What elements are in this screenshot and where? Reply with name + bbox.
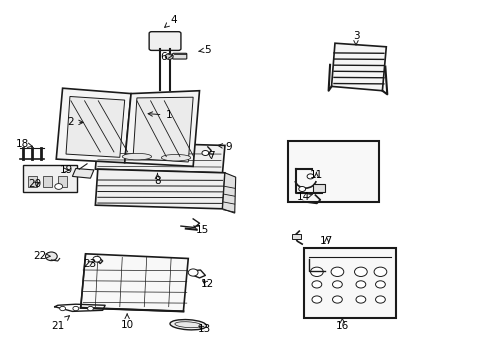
Bar (287, 141, 379, 202)
Text: 17: 17 (319, 236, 333, 246)
Circle shape (330, 267, 343, 276)
Ellipse shape (122, 153, 151, 160)
Bar (312, 184, 325, 192)
Circle shape (332, 296, 342, 303)
Polygon shape (66, 96, 124, 157)
Text: 23: 23 (82, 258, 96, 269)
Bar (43, 176, 52, 187)
Text: 18: 18 (16, 139, 32, 149)
Text: 6: 6 (160, 51, 173, 62)
Polygon shape (81, 254, 188, 311)
Circle shape (355, 296, 365, 303)
Circle shape (165, 54, 173, 59)
Text: 20: 20 (29, 179, 41, 189)
Bar (23, 165, 77, 192)
Bar (292, 234, 301, 239)
Text: 13: 13 (197, 324, 211, 334)
Circle shape (332, 281, 342, 288)
Text: 10: 10 (121, 314, 133, 330)
Bar (304, 248, 395, 318)
Circle shape (55, 184, 62, 189)
Circle shape (375, 281, 385, 288)
Circle shape (311, 296, 321, 303)
Text: 15: 15 (193, 225, 209, 235)
Circle shape (306, 174, 313, 179)
Circle shape (311, 281, 321, 288)
Polygon shape (133, 97, 193, 162)
Text: 4: 4 (164, 15, 177, 27)
Text: 1: 1 (148, 110, 172, 120)
Circle shape (93, 256, 101, 262)
Polygon shape (331, 43, 386, 91)
Text: 8: 8 (154, 173, 161, 186)
Text: 11: 11 (309, 170, 323, 180)
Circle shape (73, 306, 79, 311)
Text: 3: 3 (352, 31, 359, 45)
Polygon shape (222, 173, 235, 213)
Polygon shape (56, 88, 131, 163)
Polygon shape (95, 142, 224, 173)
Bar (28, 176, 37, 187)
Circle shape (45, 252, 57, 261)
Text: 7: 7 (207, 150, 214, 161)
Ellipse shape (170, 320, 206, 330)
Circle shape (355, 281, 365, 288)
Circle shape (354, 267, 366, 276)
Text: 21: 21 (51, 316, 69, 331)
Polygon shape (72, 168, 94, 178)
FancyBboxPatch shape (172, 53, 186, 59)
Circle shape (202, 150, 208, 156)
Circle shape (298, 186, 305, 192)
Circle shape (188, 269, 198, 276)
Text: 5: 5 (199, 45, 211, 55)
Text: 14: 14 (296, 192, 312, 202)
Text: 19: 19 (59, 165, 73, 175)
Bar (58, 176, 66, 187)
Circle shape (60, 306, 65, 311)
Circle shape (87, 306, 93, 311)
Text: 9: 9 (218, 141, 232, 152)
Polygon shape (95, 169, 224, 209)
FancyBboxPatch shape (149, 32, 181, 50)
Text: 12: 12 (201, 279, 214, 289)
Text: 16: 16 (335, 318, 348, 331)
Ellipse shape (161, 154, 190, 161)
Circle shape (373, 267, 386, 276)
Ellipse shape (175, 322, 201, 328)
Text: 2: 2 (67, 117, 83, 127)
Polygon shape (124, 91, 199, 166)
Circle shape (310, 267, 323, 276)
Circle shape (375, 296, 385, 303)
Text: 22: 22 (33, 251, 50, 261)
